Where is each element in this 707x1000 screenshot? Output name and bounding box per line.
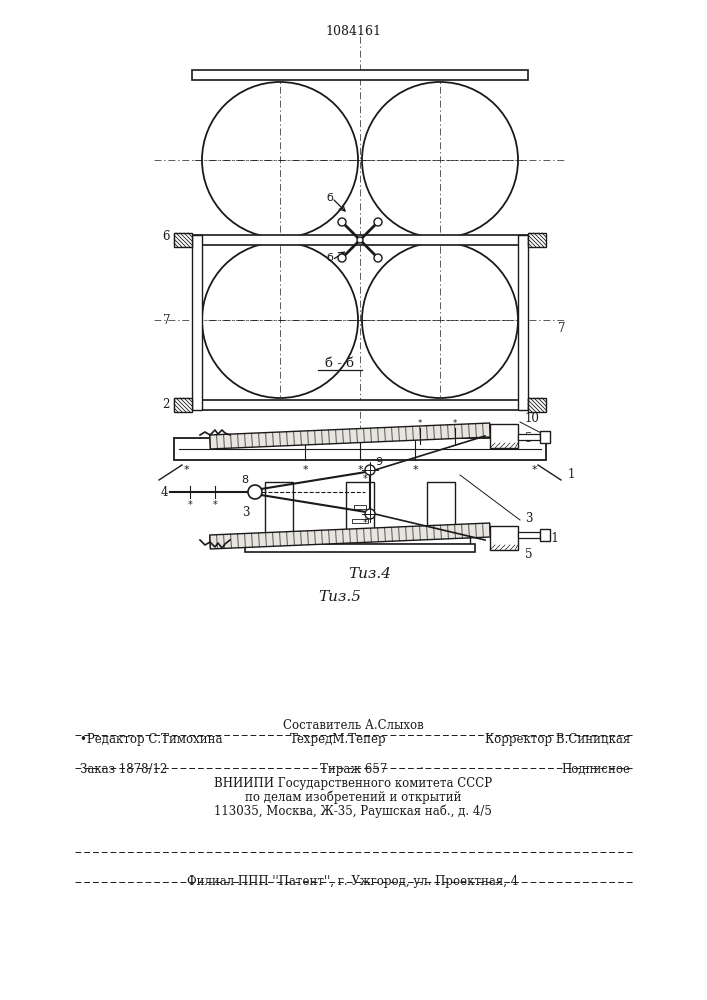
Text: 7: 7 <box>163 314 170 326</box>
Circle shape <box>365 509 375 519</box>
Bar <box>265 482 293 537</box>
Text: 8: 8 <box>241 475 248 485</box>
Text: 2: 2 <box>163 398 170 412</box>
Text: 6: 6 <box>163 231 170 243</box>
Circle shape <box>374 218 382 226</box>
Text: Корректор В.Синицкая: Корректор В.Синицкая <box>485 733 630 746</box>
Bar <box>490 526 518 550</box>
Circle shape <box>338 218 346 226</box>
Text: ТехредМ.Тепер: ТехредМ.Тепер <box>290 733 387 746</box>
Bar <box>427 482 455 537</box>
Circle shape <box>248 485 262 499</box>
Bar <box>174 398 192 412</box>
Text: *: * <box>187 500 192 510</box>
Text: 4: 4 <box>160 486 168 498</box>
Text: б: б <box>327 253 334 263</box>
Text: 1084161: 1084161 <box>325 25 381 38</box>
Text: ·: · <box>420 763 423 776</box>
Bar <box>490 424 518 448</box>
Text: Τиз.4: Τиз.4 <box>349 567 392 581</box>
Text: б: б <box>327 193 334 203</box>
Bar <box>528 233 546 247</box>
Text: *: * <box>453 419 457 428</box>
Bar <box>350 533 370 537</box>
Bar <box>518 235 528 410</box>
Text: Τиз.5: Τиз.5 <box>318 590 361 604</box>
Bar <box>346 482 374 537</box>
Text: 10: 10 <box>525 412 540 424</box>
Polygon shape <box>210 423 490 449</box>
Text: *: * <box>531 465 537 475</box>
Text: 5: 5 <box>525 548 532 562</box>
Bar <box>540 529 550 541</box>
Text: ВНИИПИ Государственного комитета СССР: ВНИИПИ Государственного комитета СССР <box>214 777 492 790</box>
Text: Филиал ППП ''Патент'', г. Ужгород, ул. Проектная, 4: Филиал ППП ''Патент'', г. Ужгород, ул. П… <box>187 875 519 888</box>
Text: Подписное: Подписное <box>561 763 630 776</box>
Bar <box>245 544 475 552</box>
Text: *: * <box>418 419 422 428</box>
Text: Составитель А.Слыхов: Составитель А.Слыхов <box>283 719 423 732</box>
Text: по делам изобретений и открытий: по делам изобретений и открытий <box>245 790 461 804</box>
Text: *: * <box>412 465 418 475</box>
Text: *: * <box>183 465 189 475</box>
Text: Тираж 657: Тираж 657 <box>320 763 387 776</box>
Polygon shape <box>210 523 490 549</box>
Bar <box>250 537 470 544</box>
Bar <box>528 398 546 412</box>
Bar <box>192 400 528 410</box>
Text: 5: 5 <box>525 432 532 444</box>
Text: 113035, Москва, Ж-35, Раушская наб., д. 4/5: 113035, Москва, Ж-35, Раушская наб., д. … <box>214 804 492 818</box>
Text: *: * <box>363 518 368 528</box>
Text: *: * <box>357 465 363 475</box>
Circle shape <box>365 465 375 475</box>
Bar <box>540 431 550 443</box>
Bar <box>354 505 366 509</box>
Text: Заказ 1878/12: Заказ 1878/12 <box>80 763 168 776</box>
Bar <box>174 233 192 247</box>
Bar <box>192 235 528 245</box>
Circle shape <box>338 254 346 262</box>
Bar <box>518 532 540 538</box>
Bar <box>352 519 368 523</box>
Bar <box>192 235 202 410</box>
Text: 3: 3 <box>243 506 250 518</box>
Bar <box>192 70 528 80</box>
Text: 3: 3 <box>525 512 532 524</box>
Text: •Редактор С.Тимохина: •Редактор С.Тимохина <box>80 733 223 746</box>
Text: *: * <box>302 465 308 475</box>
Text: б - б: б - б <box>325 357 355 370</box>
Bar <box>518 434 540 440</box>
Circle shape <box>374 254 382 262</box>
Text: 7: 7 <box>558 322 566 334</box>
Text: 1: 1 <box>568 468 575 482</box>
Circle shape <box>357 237 363 243</box>
Bar <box>174 438 546 460</box>
Text: *: * <box>213 500 217 510</box>
Text: 11: 11 <box>545 532 560 544</box>
Text: *: * <box>363 474 368 484</box>
Text: 9: 9 <box>375 457 382 467</box>
